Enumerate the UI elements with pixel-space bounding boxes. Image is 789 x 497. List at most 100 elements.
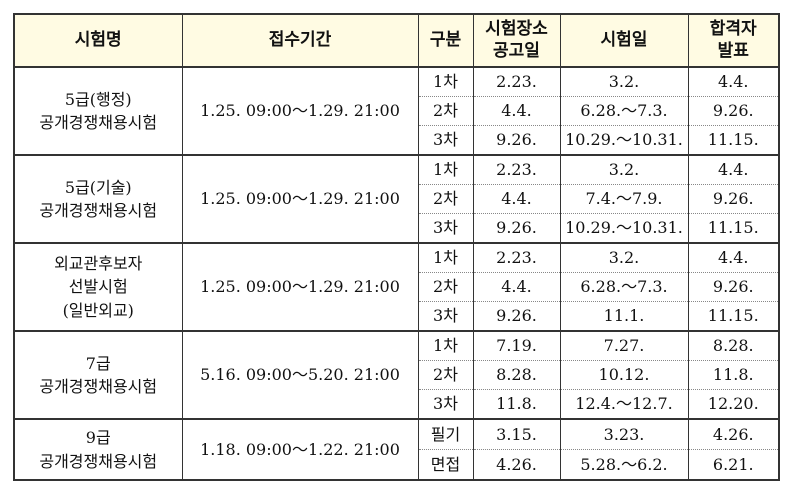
exam-name-line: 5급(기술) (64, 177, 132, 197)
table-row: 3차 9.26. 10.29.～10.31. 11.15. (14, 125, 780, 156)
result-cell: 4.4. (687, 67, 780, 97)
period-cell: 5.16. 09:00～5.20. 21:00 (181, 330, 419, 420)
result-cell: 11.15. (687, 301, 780, 332)
stage-cell: 3차 (417, 301, 474, 332)
stage-cell: 1차 (417, 331, 474, 361)
table-row: 2차 4.4. 6.28.～7.3. 9.26. (14, 96, 780, 126)
header-result-line1: 합격자 (709, 19, 757, 40)
venue-cell: 4.4. (472, 184, 561, 214)
exam-date-cell: 5.28.～6.2. (559, 449, 689, 481)
exam-name-line: 공개경쟁채용시험 (39, 113, 158, 132)
stage-cell: 1차 (417, 155, 474, 185)
header-row: 시험명 접수기간 구분 시험장소 공고일 시험일 합격자 발표 (13, 13, 780, 68)
header-name-label: 시험명 (74, 29, 122, 50)
venue-cell: 11.8. (472, 389, 561, 420)
venue-cell: 2.23. (472, 155, 561, 185)
exam-date-cell: 7.4.～7.9. (559, 184, 689, 214)
result-cell: 4.4. (687, 243, 780, 273)
exam-name-line: 5급(행정) (64, 89, 132, 109)
table-row: 5급(기술) 공개경쟁채용시험 1.25. 09:00～1.29. 21:00 1… (13, 154, 780, 244)
exam-name-line: (일반외교) (62, 300, 134, 320)
exam-name-line: 공개경쟁채용시험 (39, 201, 158, 220)
header-exam-date: 시험일 (559, 13, 689, 68)
stage-cell: 2차 (417, 96, 474, 126)
venue-cell: 2.23. (472, 67, 561, 97)
result-cell: 11.15. (687, 125, 780, 156)
result-cell: 8.28. (687, 331, 780, 361)
table-row: 면접 4.26. 5.28.～6.2. 6.21. (14, 449, 780, 481)
result-cell: 4.26. (687, 419, 780, 450)
venue-cell: 8.28. (472, 360, 561, 390)
exam-date-cell: 10.12. (559, 360, 689, 390)
exam-date-cell: 12.4.～12.7. (559, 389, 689, 420)
exam-date-cell: 3.2. (559, 67, 689, 97)
exam-date-cell: 10.29.～10.31. (559, 125, 689, 156)
exam-date-cell: 3.23. (559, 419, 689, 450)
result-cell: 9.26. (687, 184, 780, 214)
header-result-line2: 발표 (717, 40, 749, 61)
exam-name-line: 선발시험 (68, 277, 128, 297)
header-venue: 시험장소 공고일 (472, 13, 561, 68)
exam-name-cell: 5급(행정) 공개경쟁채용시험 (13, 66, 183, 156)
venue-cell: 3.15. (472, 419, 561, 450)
venue-cell: 4.4. (472, 96, 561, 126)
result-cell: 12.20. (687, 389, 780, 420)
exam-date-cell: 11.1. (559, 301, 689, 332)
venue-cell: 4.4. (472, 272, 561, 302)
header-period-label: 접수기간 (268, 29, 332, 50)
stage-cell: 3차 (417, 389, 474, 420)
venue-cell: 9.26. (472, 301, 561, 332)
result-cell: 9.26. (687, 272, 780, 302)
result-cell: 11.8. (687, 360, 780, 390)
period-cell: 1.25. 09:00～1.29. 21:00 (181, 66, 419, 156)
stage-cell: 3차 (417, 125, 474, 156)
header-venue-line2: 공고일 (493, 40, 540, 61)
header-period: 접수기간 (181, 13, 419, 68)
header-name: 시험명 (13, 13, 183, 68)
period-cell: 1.25. 09:00～1.29. 21:00 (181, 242, 419, 332)
exam-date-cell: 3.2. (559, 155, 689, 185)
exam-name-line: 공개경쟁채용시험 (39, 377, 158, 396)
table-row: 2차 4.4. 6.28.～7.3. 9.26. (14, 272, 780, 302)
venue-cell: 9.26. (472, 125, 561, 156)
exam-name-cell: 5급(기술) 공개경쟁채용시험 (13, 154, 183, 244)
exam-date-cell: 6.28.～7.3. (559, 272, 689, 302)
table-row: 3차 9.26. 10.29.～10.31. 11.15. (14, 213, 780, 244)
header-venue-line1: 시험장소 (485, 19, 548, 40)
result-cell: 4.4. (687, 155, 780, 185)
venue-cell: 7.19. (472, 331, 561, 361)
period-cell: 1.18. 09:00～1.22. 21:00 (181, 418, 419, 481)
exam-name-line: 공개경쟁채용시험 (39, 451, 158, 471)
stage-cell: 2차 (417, 272, 474, 302)
exam-date-cell: 6.28.～7.3. (559, 96, 689, 126)
table-row: 2차 8.28. 10.12. 11.8. (14, 360, 780, 390)
stage-cell: 필기 (417, 419, 474, 450)
venue-cell: 9.26. (472, 213, 561, 244)
table-row: 3차 9.26. 11.1. 11.15. (14, 301, 780, 332)
exam-date-cell: 10.29.～10.31. (559, 213, 689, 244)
stage-cell: 2차 (417, 184, 474, 214)
exam-name-line: 7급 (85, 353, 111, 373)
header-stage: 구분 (417, 13, 474, 68)
header-exam-date-label: 시험일 (600, 29, 648, 50)
stage-cell: 1차 (417, 243, 474, 273)
stage-cell: 1차 (417, 67, 474, 97)
exam-name-line: 9급 (85, 428, 111, 448)
stage-cell: 2차 (417, 360, 474, 390)
result-cell: 11.15. (687, 213, 780, 244)
table-row: 2차 4.4. 7.4.～7.9. 9.26. (14, 184, 780, 214)
table-row: 5급(행정) 공개경쟁채용시험 1.25. 09:00～1.29. 21:00 1… (13, 66, 780, 156)
header-stage-label: 구분 (429, 29, 462, 50)
stage-cell: 면접 (417, 449, 474, 481)
exam-name-line: 외교관후보자 (54, 254, 143, 274)
table-row: 3차 11.8. 12.4.～12.7. 12.20. (14, 389, 780, 420)
venue-cell: 2.23. (472, 243, 561, 273)
exam-schedule-table: 시험명 접수기간 구분 시험장소 공고일 시험일 합격자 발표 5급(행정) 공개경쟁… (13, 13, 780, 481)
exam-date-cell: 3.2. (559, 243, 689, 273)
